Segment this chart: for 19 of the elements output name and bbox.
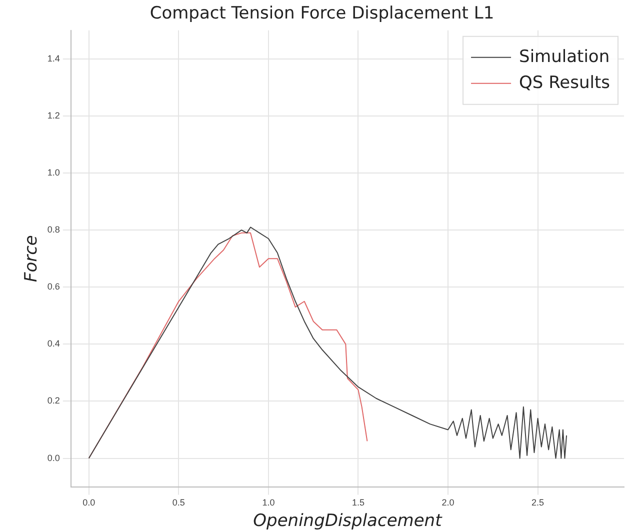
y-tick-label: 1.2 — [47, 110, 60, 120]
x-tick-label: 2.5 — [532, 498, 544, 508]
x-axis-title: OpeningDisplacement — [253, 511, 444, 532]
y-tick-label: 0.4 — [47, 338, 60, 349]
y-tick-label: 0.6 — [47, 282, 60, 292]
y-tick-label: 0.8 — [47, 224, 60, 235]
x-tick-label: 1.5 — [352, 498, 364, 508]
x-tick-label: 0.0 — [82, 498, 96, 508]
legend-label: QS Results — [519, 72, 610, 93]
y-tick-label: 1.4 — [47, 53, 60, 64]
y-tick-label: 0.0 — [47, 452, 60, 463]
y-tick-label: 0.2 — [47, 396, 60, 406]
legend-label: Simulation — [519, 46, 610, 67]
x-tick-label: 0.5 — [172, 498, 185, 508]
y-tick-label: 1.0 — [47, 168, 60, 178]
x-tick-label: 1.0 — [262, 498, 275, 508]
chart-title: Compact Tension Force Displacement L1 — [150, 4, 494, 24]
y-axis-title: Force — [22, 235, 42, 282]
x-tick-label: 2.0 — [442, 498, 454, 508]
